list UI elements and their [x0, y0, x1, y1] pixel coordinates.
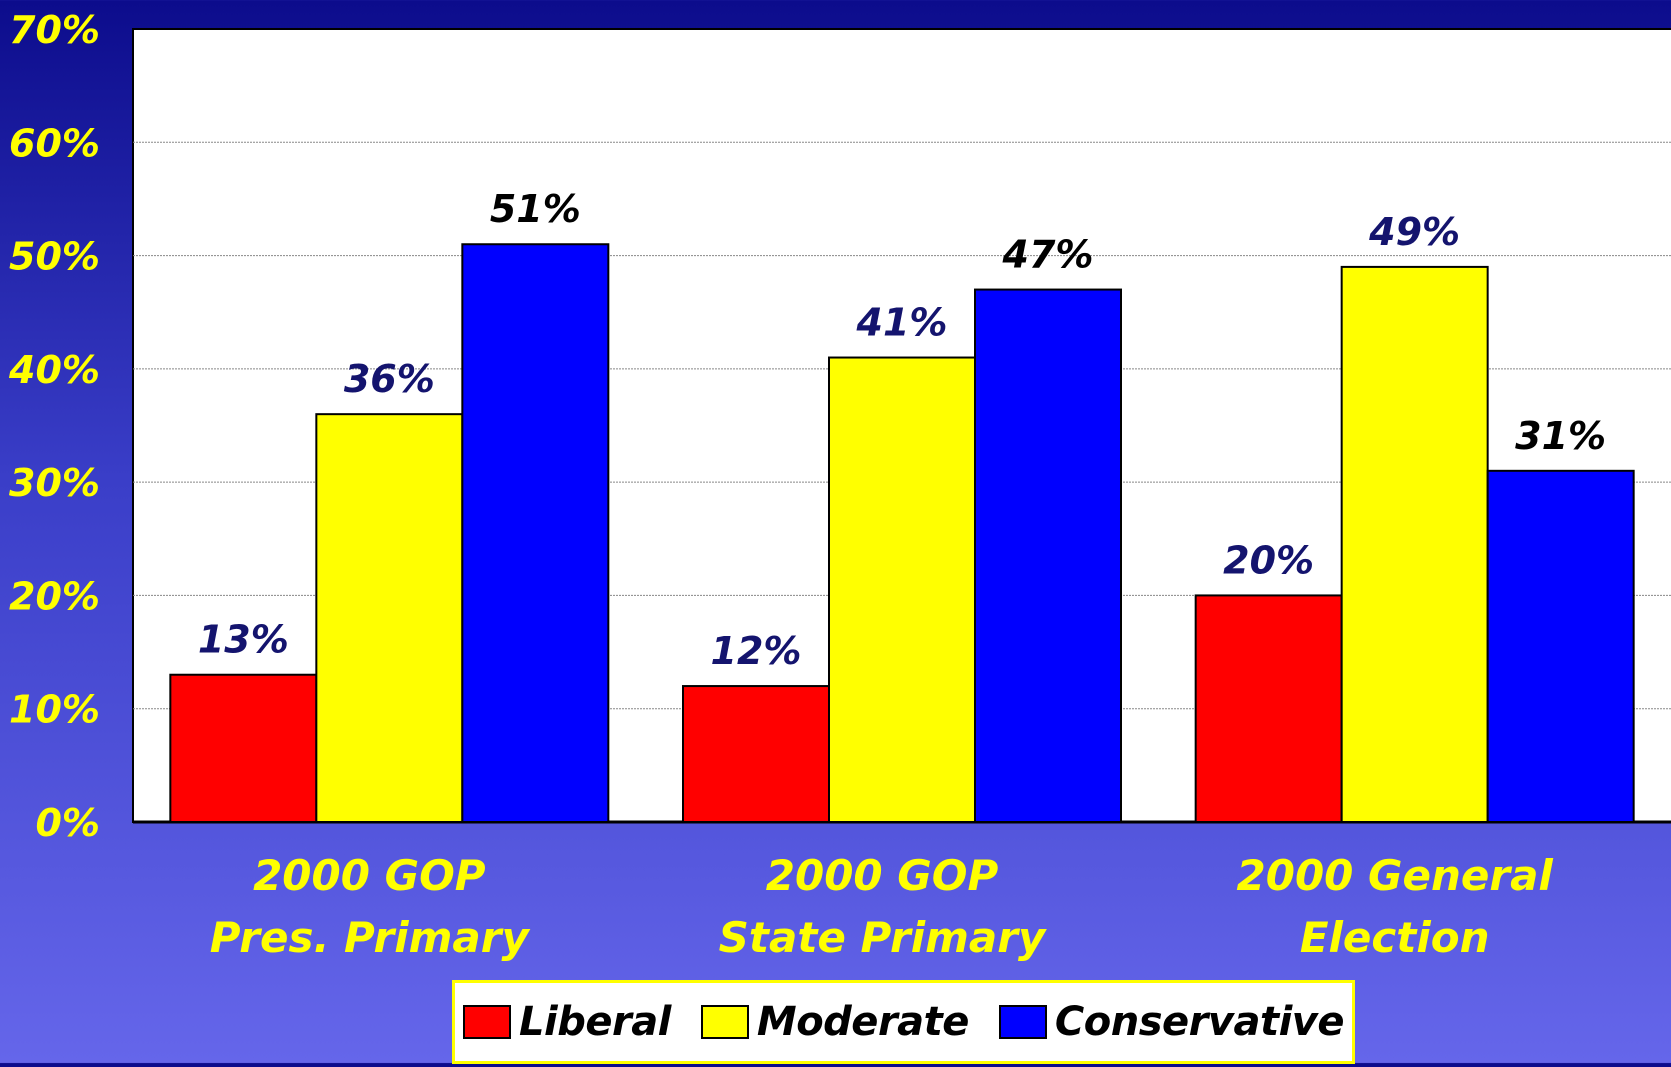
data-label: 41% [856, 301, 948, 345]
y-tick-label: 40% [8, 348, 100, 392]
legend-item-moderate: Moderate [700, 999, 970, 1045]
bar-conservative [461, 243, 610, 823]
legend-swatch-conservative [998, 1005, 1047, 1039]
y-tick-label: 70% [9, 8, 100, 52]
legend-item-conservative: Conservative [998, 999, 1345, 1045]
bar-moderate [1340, 265, 1489, 823]
data-label: 47% [1002, 233, 1094, 277]
data-label: 13% [198, 618, 289, 662]
bar-liberal [169, 673, 318, 823]
data-label: 20% [1223, 538, 1314, 582]
legend-label-conservative: Conservative [1054, 999, 1345, 1045]
x-category-label: 2000 GOP [253, 851, 486, 900]
legend: Liberal Moderate Conservative [452, 980, 1355, 1064]
bar-moderate [828, 356, 976, 823]
legend-label-moderate: Moderate [756, 999, 970, 1045]
data-label: 31% [1515, 414, 1606, 458]
x-category-label: 2000 GOP [766, 851, 999, 900]
bar-conservative [1486, 469, 1635, 823]
y-tick-label: 10% [9, 688, 100, 732]
y-tick-label: 20% [9, 574, 100, 618]
data-label: 12% [711, 629, 802, 673]
bar-liberal [682, 685, 830, 823]
legend-swatch-liberal [463, 1005, 511, 1039]
x-category-label: Election [1300, 913, 1490, 962]
legend-item-liberal: Liberal [463, 999, 671, 1045]
bar-liberal [1194, 594, 1343, 824]
data-label: 51% [490, 187, 581, 231]
y-tick-label: 0% [35, 801, 100, 845]
legend-label-liberal: Liberal [519, 999, 671, 1045]
data-label: 36% [344, 357, 435, 401]
y-tick-label: 50% [9, 235, 100, 279]
bar-moderate [315, 413, 464, 823]
x-category-label: State Primary [719, 913, 1047, 962]
x-category-label: 2000 General [1237, 851, 1554, 900]
data-label: 49% [1368, 210, 1460, 254]
y-tick-label: 30% [9, 461, 100, 505]
x-category-label: Pres. Primary [210, 913, 531, 962]
bar-conservative [974, 288, 1122, 823]
legend-swatch-moderate [700, 1005, 749, 1039]
y-tick-label: 60% [9, 121, 100, 165]
